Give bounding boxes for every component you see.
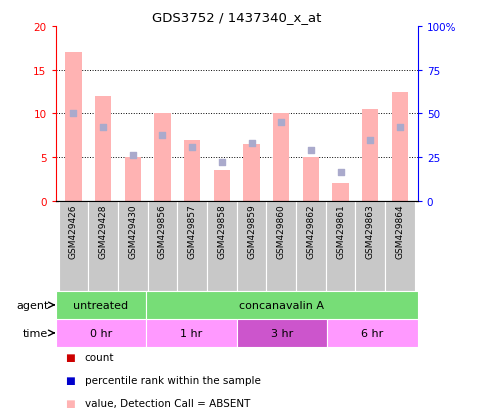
Bar [243,145,260,202]
Point [277,119,285,126]
Bar [177,202,207,291]
Point [70,111,77,117]
Point [307,147,315,154]
Bar [326,202,355,291]
Bar [58,202,88,291]
Bar [207,202,237,291]
Text: GSM429856: GSM429856 [158,204,167,259]
Bar [125,158,141,202]
Text: 0 hr: 0 hr [90,328,112,338]
Text: concanavalin A: concanavalin A [240,300,325,310]
Bar [213,171,230,202]
Bar [303,158,319,202]
Bar [273,114,289,202]
Bar [355,202,385,291]
Text: GSM429864: GSM429864 [396,204,404,259]
Bar [146,319,237,347]
Text: ■: ■ [65,398,75,408]
Text: GSM429430: GSM429430 [128,204,137,259]
Bar [266,202,296,291]
Title: GDS3752 / 1437340_x_at: GDS3752 / 1437340_x_at [152,11,321,24]
Bar [88,202,118,291]
Bar [362,110,379,202]
Bar [148,202,177,291]
Text: GSM429861: GSM429861 [336,204,345,259]
Point [248,140,256,147]
Bar [95,97,111,202]
Bar [154,114,170,202]
Point [99,124,107,131]
Point [337,169,344,176]
Bar [184,140,200,202]
Text: 6 hr: 6 hr [361,328,384,338]
Point [129,153,137,159]
Point [218,160,226,166]
Text: 1 hr: 1 hr [180,328,202,338]
Bar [237,202,266,291]
Bar [146,291,418,319]
Text: untreated: untreated [73,300,128,310]
Text: GSM429862: GSM429862 [306,204,315,259]
Text: 3 hr: 3 hr [271,328,293,338]
Text: value, Detection Call = ABSENT: value, Detection Call = ABSENT [85,398,250,408]
Bar [327,319,418,347]
Bar [237,319,327,347]
Bar [296,202,326,291]
Text: GSM429428: GSM429428 [99,204,108,259]
Bar [65,53,82,202]
Bar [385,202,415,291]
Point [396,124,404,131]
Text: GSM429859: GSM429859 [247,204,256,259]
Text: time: time [23,328,48,338]
Point [367,137,374,144]
Bar [392,93,408,202]
Text: GSM429426: GSM429426 [69,204,78,259]
Text: GSM429863: GSM429863 [366,204,375,259]
Point [188,144,196,151]
Text: GSM429858: GSM429858 [217,204,227,259]
Bar [56,319,146,347]
Text: agent: agent [16,300,48,310]
Bar [332,184,349,202]
Point [158,133,166,139]
Text: GSM429857: GSM429857 [187,204,197,259]
Text: GSM429860: GSM429860 [277,204,286,259]
Bar [118,202,148,291]
Text: percentile rank within the sample: percentile rank within the sample [85,375,260,385]
Text: count: count [85,352,114,362]
Bar [56,291,146,319]
Text: ■: ■ [65,352,75,362]
Text: ■: ■ [65,375,75,385]
